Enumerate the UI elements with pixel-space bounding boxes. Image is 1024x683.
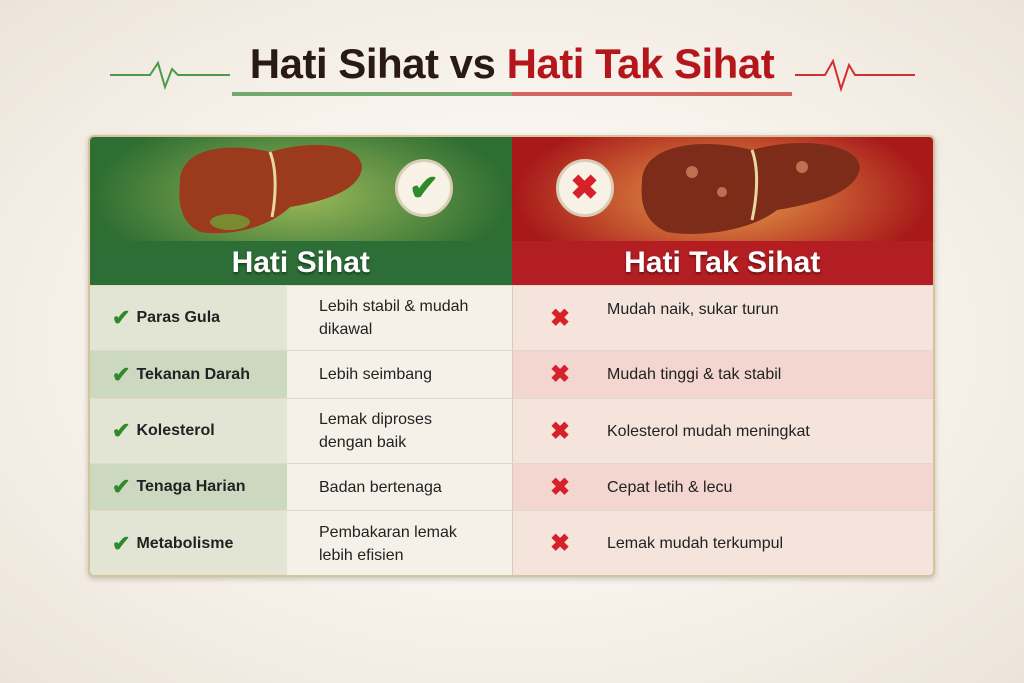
- unhealthy-cell: Mudah tinggi & tak stabil: [607, 351, 933, 398]
- healthy-header: ✔ Hati Sihat: [90, 137, 512, 285]
- row-label: Kolesterol: [136, 422, 215, 439]
- row-label: Metabolisme: [136, 534, 234, 552]
- page-title: Hati Sihat vs Hati Tak Sihat: [249, 40, 775, 87]
- table-row: ✔ Tekanan Darah Lebih seimbang ✖ Mudah ti…: [90, 350, 933, 398]
- comparison-table: ✔ Hati Sihat ✖ Hati Tak Sihat ✔ Paras Gul…: [88, 135, 935, 577]
- check-icon: ✔: [112, 418, 131, 443]
- unhealthy-cell: Cepat letih & lecu: [607, 464, 933, 510]
- cross-badge: ✖: [555, 159, 614, 217]
- healthy-cell: Lebih stabil & mudah dikawal: [287, 286, 513, 350]
- healthy-cell: Lemak diproses dengan baik: [287, 399, 513, 463]
- check-icon: ✔: [112, 474, 131, 499]
- healthy-title: Hati Sihat: [90, 241, 512, 285]
- check-icon: ✔: [112, 361, 131, 387]
- table-row: ✔ Metabolisme Pembakaran lemak lebih efis…: [90, 510, 933, 575]
- healthy-liver-image: [179, 144, 362, 234]
- heartbeat-icon-red: [795, 58, 915, 93]
- cross-icon: ✖: [549, 304, 571, 332]
- unhealthy-header: ✖ Hati Tak Sihat: [511, 137, 933, 285]
- healthy-cell: Badan bertenaga: [287, 464, 513, 510]
- row-label: Paras Gula: [136, 309, 221, 326]
- row-label: Tekanan Darah: [136, 365, 250, 383]
- healthy-cell: Pembakaran lemak lebih efisien: [287, 511, 513, 575]
- unhealthy-title: Hati Tak Sihat: [511, 241, 933, 285]
- row-label: Tenaga Harian: [136, 478, 246, 495]
- table-row: ✔ Kolesterol Lemak diproses dengan baik ✖…: [90, 398, 933, 463]
- unhealthy-cell: Mudah naik, sukar turun: [607, 286, 933, 350]
- unhealthy-cell: Kolesterol mudah meningkat: [607, 399, 933, 463]
- comparison-rows: ✔ Paras Gula Lebih stabil & mudah dikawal…: [90, 285, 933, 575]
- unhealthy-cell: Lemak mudah terkumpul: [607, 511, 933, 575]
- cross-icon: ✖: [549, 417, 571, 445]
- cross-icon: ✖: [570, 169, 599, 207]
- cross-icon: ✖: [549, 530, 571, 557]
- title-underline: [232, 92, 792, 96]
- check-icon: ✔: [112, 305, 131, 330]
- cross-icon: ✖: [549, 361, 571, 388]
- check-icon: ✔: [408, 167, 440, 208]
- table-row: ✔ Paras Gula Lebih stabil & mudah dikawal…: [90, 285, 933, 350]
- healthy-cell: Lebih seimbang: [287, 351, 513, 398]
- heartbeat-icon-green: [110, 60, 230, 91]
- check-badge: ✔: [395, 159, 453, 217]
- check-icon: ✔: [112, 530, 131, 556]
- unhealthy-liver-image: [641, 143, 860, 234]
- table-row: ✔ Tenaga Harian Badan bertenaga ✖ Cepat l…: [90, 463, 933, 510]
- cross-icon: ✖: [549, 473, 571, 501]
